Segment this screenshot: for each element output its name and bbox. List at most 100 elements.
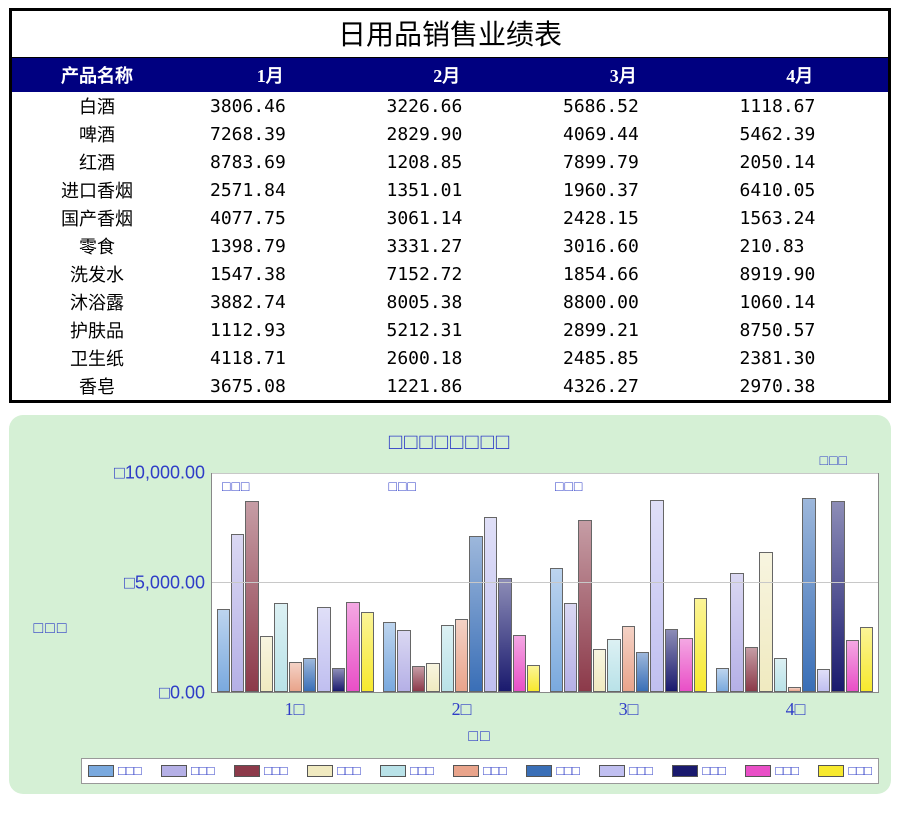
group-inside-label: □□□	[389, 480, 417, 496]
legend-swatch	[380, 765, 406, 777]
cell-value: 2428.15	[535, 204, 712, 232]
bar	[346, 602, 359, 692]
legend-swatch	[526, 765, 552, 777]
legend-item: □□□	[672, 763, 726, 779]
legend-item: □□□	[818, 763, 872, 779]
legend-item: □□□	[161, 763, 215, 779]
legend-label: □□□	[118, 763, 142, 779]
bar	[412, 666, 425, 692]
cell-value: 2571.84	[182, 176, 359, 204]
legend-swatch	[672, 765, 698, 777]
x-axis: 1□2□3□4□	[211, 693, 879, 720]
chart-title: □□□□□□□□	[21, 429, 879, 455]
bar-group: □□□	[545, 474, 712, 692]
table-header-row: 产品名称 1月 2月 3月 4月	[12, 58, 888, 92]
legend-label: □□□	[337, 763, 361, 779]
bar	[622, 626, 635, 692]
bar	[550, 568, 563, 692]
table-row: 进口香烟2571.841351.011960.376410.05	[12, 176, 888, 204]
bar	[231, 534, 244, 692]
col-header: 4月	[712, 58, 889, 92]
bar	[303, 658, 316, 692]
row-label: 香皂	[12, 372, 182, 400]
cell-value: 3806.46	[182, 92, 359, 120]
cell-value: 5686.52	[535, 92, 712, 120]
table-row: 国产香烟4077.753061.142428.151563.24	[12, 204, 888, 232]
cell-value: 1547.38	[182, 260, 359, 288]
x-tick-label: 4□	[712, 699, 879, 720]
bar	[441, 625, 454, 692]
row-label: 啤酒	[12, 120, 182, 148]
legend-label: □□□	[702, 763, 726, 779]
table-row: 零食1398.793331.273016.60210.83	[12, 232, 888, 260]
bar	[665, 629, 678, 692]
legend-swatch	[818, 765, 844, 777]
legend-item: □□□	[453, 763, 507, 779]
legend-swatch	[88, 765, 114, 777]
legend-swatch	[161, 765, 187, 777]
legend-label: □□□	[191, 763, 215, 779]
table-row: 护肤品1112.935212.312899.218750.57	[12, 316, 888, 344]
cell-value: 1398.79	[182, 232, 359, 260]
cell-value: 3882.74	[182, 288, 359, 316]
bar	[607, 639, 620, 692]
plot-area: □□□ □□□□□□□□□	[211, 473, 879, 693]
bar	[289, 662, 302, 692]
legend-label: □□□	[264, 763, 288, 779]
bar	[426, 663, 439, 692]
cell-value: 2970.38	[712, 372, 889, 400]
cell-value: 2381.30	[712, 344, 889, 372]
cell-value: 4326.27	[535, 372, 712, 400]
x-tick-label: 3□	[545, 699, 712, 720]
cell-value: 1563.24	[712, 204, 889, 232]
bar	[484, 517, 497, 692]
bar	[397, 630, 410, 692]
group-inside-label: □□□	[555, 480, 583, 496]
cell-value: 210.83	[712, 232, 889, 260]
y-tick-label: □10,000.00	[114, 463, 205, 484]
legend-label: □□□	[775, 763, 799, 779]
legend-swatch	[599, 765, 625, 777]
cell-value: 1208.85	[359, 148, 536, 176]
cell-value: 1960.37	[535, 176, 712, 204]
data-table: 产品名称 1月 2月 3月 4月 白酒3806.463226.665686.52…	[12, 58, 888, 400]
bar	[788, 687, 801, 692]
col-header: 3月	[535, 58, 712, 92]
cell-value: 1221.86	[359, 372, 536, 400]
bar	[774, 658, 787, 692]
cell-value: 8005.38	[359, 288, 536, 316]
bar-group: □□□	[379, 474, 546, 692]
row-label: 零食	[12, 232, 182, 260]
cell-value: 1351.01	[359, 176, 536, 204]
y-ticks: □10,000.00□5,000.00□0.00	[81, 473, 211, 693]
cell-value: 7152.72	[359, 260, 536, 288]
row-label: 进口香烟	[12, 176, 182, 204]
legend-label: □□□	[410, 763, 434, 779]
legend-swatch	[453, 765, 479, 777]
legend-label: □□□	[483, 763, 507, 779]
bar	[513, 635, 526, 692]
cell-value: 6410.05	[712, 176, 889, 204]
legend-label: □□□	[629, 763, 653, 779]
x-axis-title: □□	[81, 728, 879, 746]
bar	[469, 536, 482, 692]
cell-value: 2829.90	[359, 120, 536, 148]
gridline	[212, 582, 878, 583]
y-tick-label: □5,000.00	[124, 573, 205, 594]
bar	[716, 668, 729, 692]
bar	[759, 552, 772, 692]
bar	[860, 627, 873, 692]
cell-value: 4118.71	[182, 344, 359, 372]
bar	[831, 501, 844, 692]
x-tick-label: 2□	[378, 699, 545, 720]
bar	[694, 598, 707, 692]
legend-label: □□□	[848, 763, 872, 779]
cell-value: 4069.44	[535, 120, 712, 148]
col-header: 1月	[182, 58, 359, 92]
bar-group	[712, 474, 879, 692]
bar-group: □□□	[212, 474, 379, 692]
cell-value: 7899.79	[535, 148, 712, 176]
cell-value: 2899.21	[535, 316, 712, 344]
bar	[730, 573, 743, 692]
legend-label: □□□	[556, 763, 580, 779]
